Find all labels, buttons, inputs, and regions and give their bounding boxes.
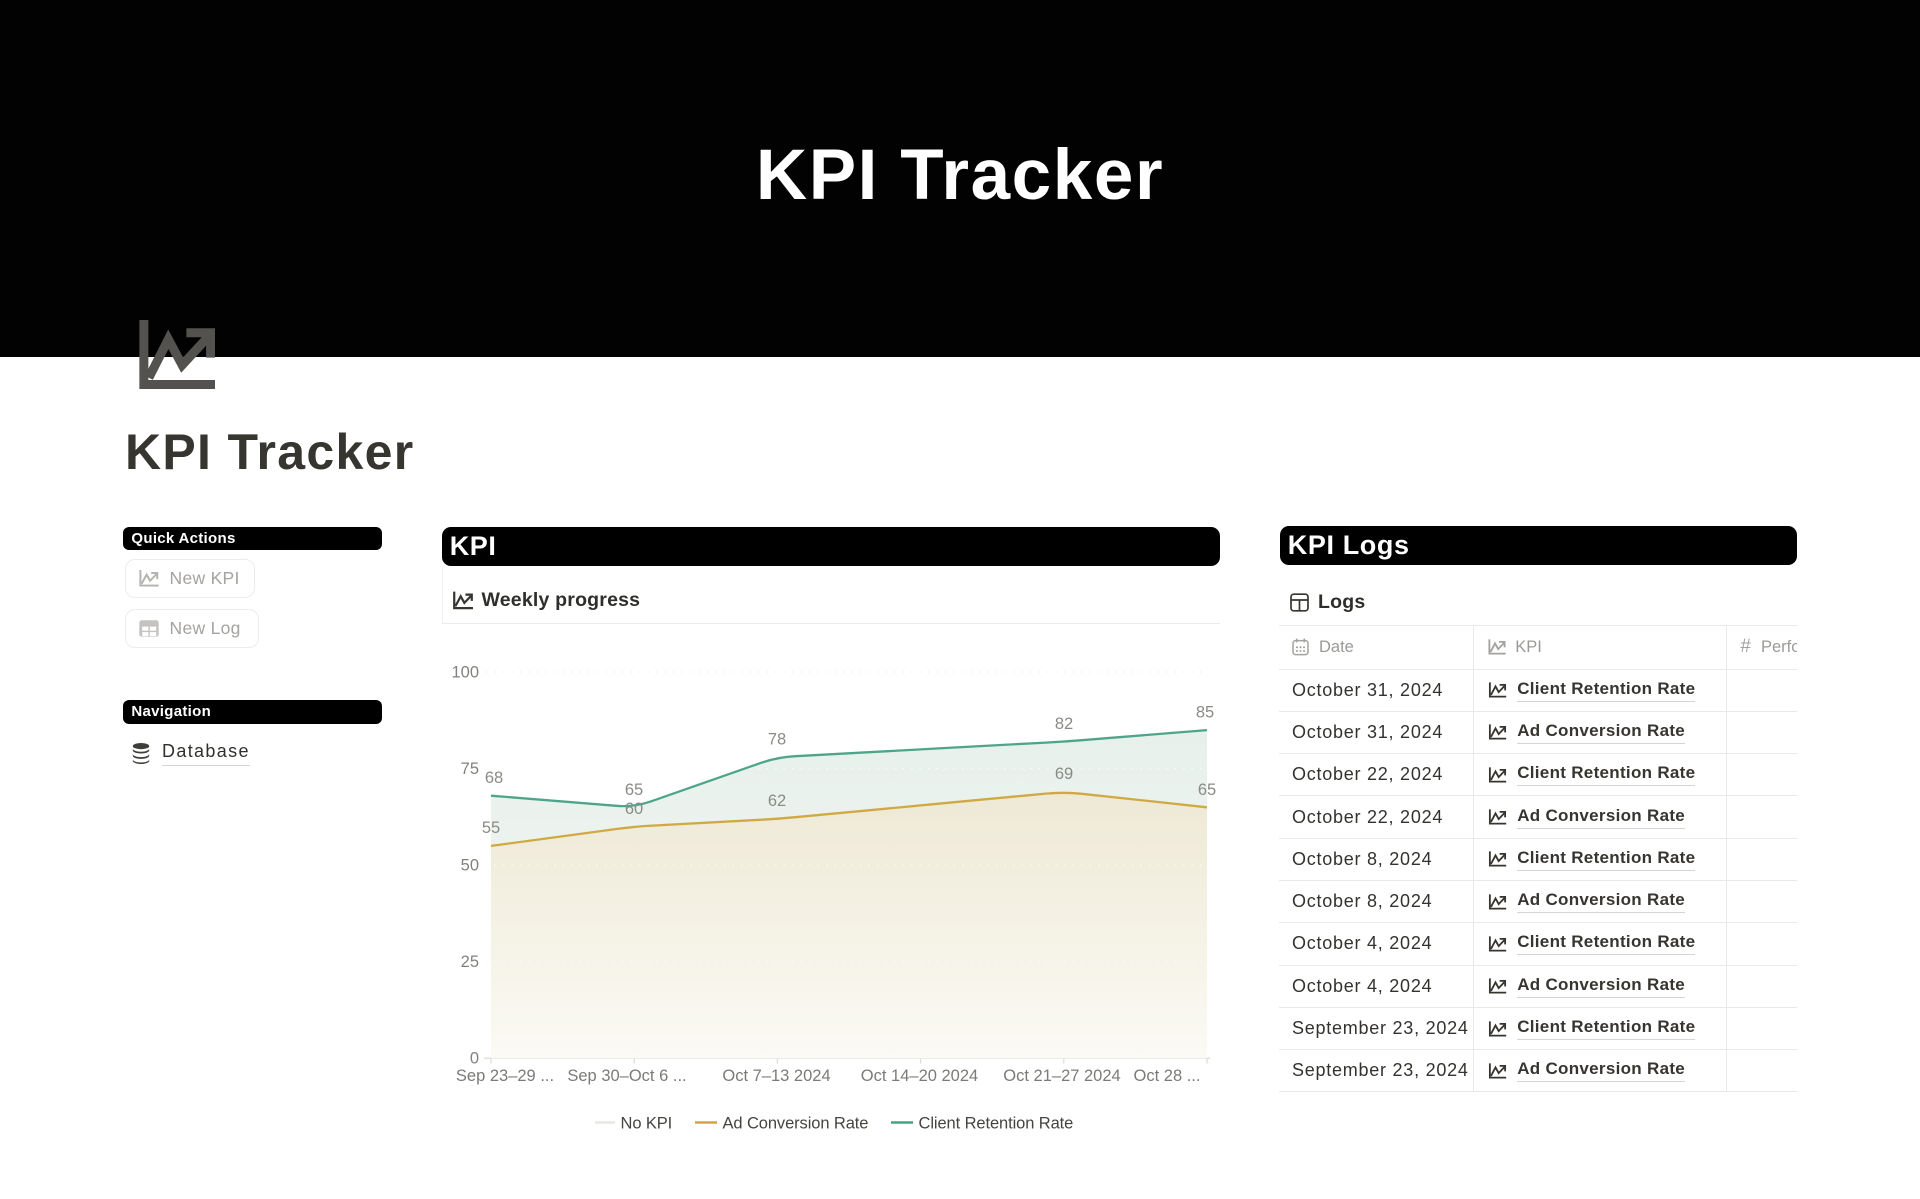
svg-text:25: 25: [461, 953, 479, 971]
svg-text:85: 85: [1196, 704, 1214, 722]
svg-text:75: 75: [461, 760, 479, 778]
svg-text:Ad Conversion Rate: Ad Conversion Rate: [723, 1115, 869, 1133]
svg-text:65: 65: [1198, 781, 1216, 799]
svg-text:Oct 28 ...: Oct 28 ...: [1134, 1067, 1201, 1085]
svg-text:Oct 7–13 2024: Oct 7–13 2024: [722, 1067, 830, 1085]
svg-text:Oct 14–20 2024: Oct 14–20 2024: [861, 1067, 978, 1085]
svg-text:78: 78: [768, 731, 786, 749]
svg-text:62: 62: [768, 792, 786, 810]
svg-text:100: 100: [451, 664, 479, 682]
svg-text:55: 55: [482, 819, 500, 837]
svg-text:Oct 21–27 2024: Oct 21–27 2024: [1003, 1067, 1120, 1085]
svg-text:Sep 30–Oct 6 ...: Sep 30–Oct 6 ...: [567, 1067, 686, 1085]
svg-text:65: 65: [625, 781, 643, 799]
svg-text:No KPI: No KPI: [621, 1115, 673, 1133]
svg-text:68: 68: [485, 769, 503, 787]
svg-text:82: 82: [1055, 715, 1073, 733]
svg-text:60: 60: [625, 800, 643, 818]
svg-text:Sep 23–29 ...: Sep 23–29 ...: [456, 1067, 554, 1085]
svg-text:50: 50: [461, 857, 479, 875]
svg-text:Client Retention Rate: Client Retention Rate: [919, 1115, 1074, 1133]
svg-text:0: 0: [470, 1050, 479, 1068]
svg-text:69: 69: [1055, 765, 1073, 783]
